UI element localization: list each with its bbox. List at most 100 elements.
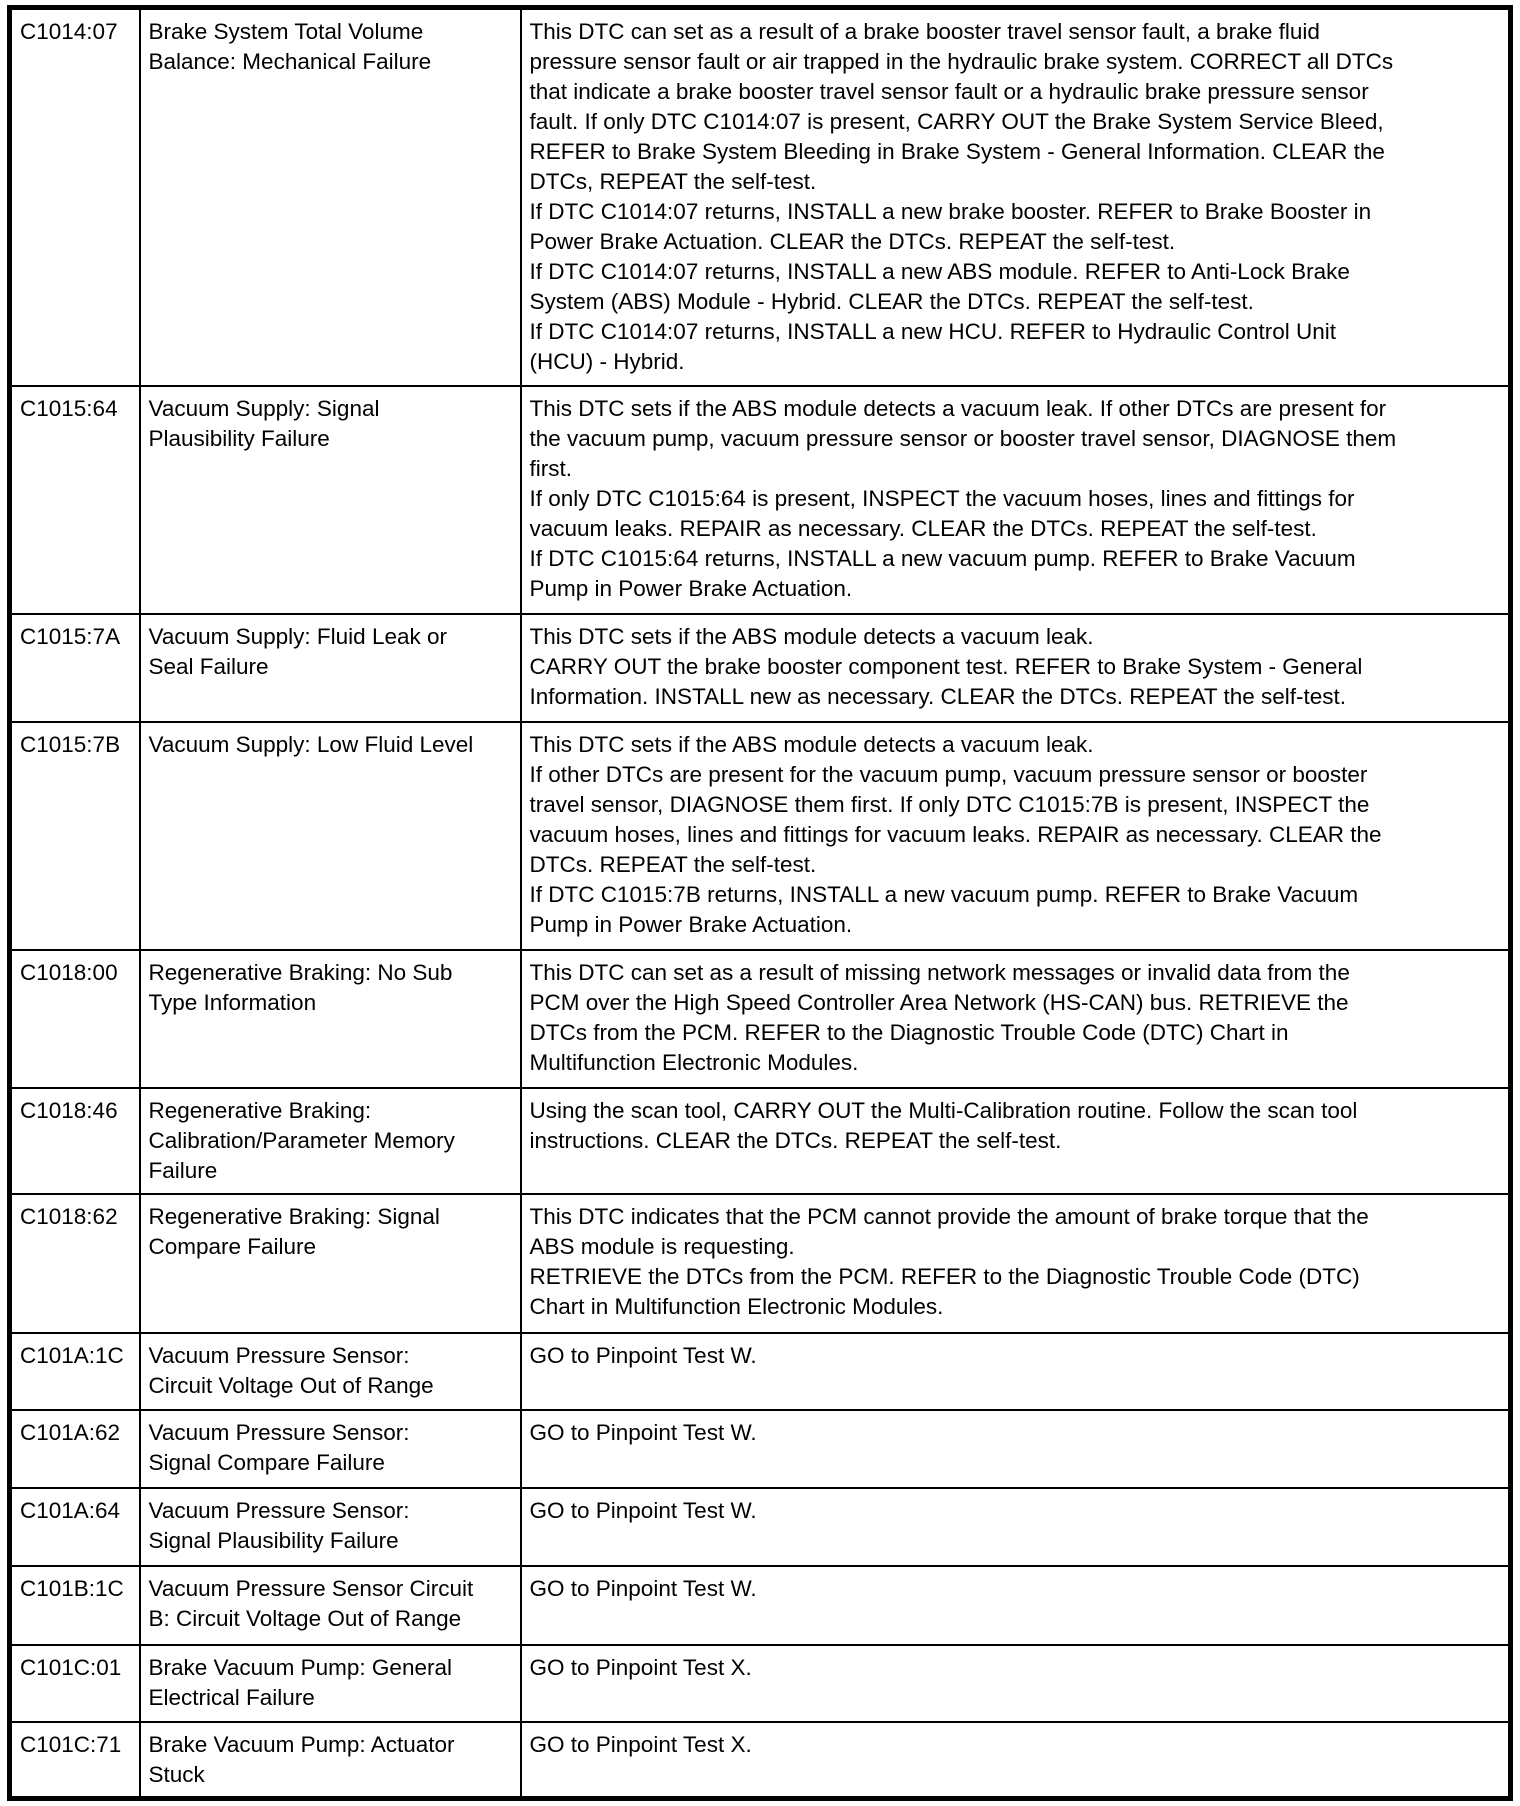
dtc-description-line: Plausibility Failure	[148, 425, 330, 451]
dtc-code: C101A:62	[8, 1408, 141, 1489]
dtc-action-line: first.	[529, 455, 573, 481]
dtc-action-line: If only DTC C1015:64 is present, INSPECT…	[529, 485, 1355, 511]
dtc-description-line: Brake Vacuum Pump: Actuator	[148, 1731, 455, 1757]
dtc-action-line: GO to Pinpoint Test W.	[529, 1342, 757, 1368]
table-row: C101A:64 Vacuum Pressure Sensor: Signal Pl…	[8, 1486, 1512, 1567]
dtc-description-line: Brake System Total Volume	[148, 19, 424, 44]
dtc-action-line: This DTC sets if the ABS module detects …	[529, 395, 1387, 421]
dtc-action: This DTC indicates that the PCM cannot p…	[519, 1192, 1512, 1334]
dtc-code: C101A:64	[8, 1486, 141, 1567]
dtc-action-line: ABS module is requesting.	[529, 1233, 795, 1259]
dtc-description-line: Signal Plausibility Failure	[148, 1527, 399, 1553]
dtc-description: Regenerative Braking: No Sub Type Informa…	[138, 948, 522, 1089]
dtc-action-line: Chart in Multifunction Electronic Module…	[529, 1293, 944, 1319]
dtc-action-line: DTCs from the PCM. REFER to the Diagnost…	[529, 1019, 1289, 1045]
dtc-description-line: Compare Failure	[148, 1233, 317, 1259]
dtc-action: This DTC sets if the ABS module detects …	[519, 612, 1512, 723]
dtc-description: Brake System Total Volume Balance: Mechan…	[138, 6, 522, 387]
dtc-action-line: Pump in Power Brake Actuation.	[529, 911, 853, 937]
dtc-description-line: Calibration/Parameter Memory	[148, 1127, 455, 1153]
dtc-action: This DTC sets if the ABS module detects …	[519, 720, 1512, 951]
dtc-table-body: C1014:07 Brake System Total Volume Balance…	[8, 6, 1512, 1800]
table-row: C1015:7A Vacuum Supply: Fluid Leak or Seal…	[8, 612, 1512, 723]
dtc-action-line: (HCU) - Hybrid.	[529, 349, 685, 374]
dtc-code: C1018:00	[8, 948, 141, 1089]
dtc-action-line: vacuum hoses, lines and fittings for vac…	[529, 821, 1382, 847]
dtc-action-line: Power Brake Actuation. CLEAR the DTCs. R…	[529, 229, 1176, 254]
dtc-description-line: Circuit Voltage Out of Range	[148, 1372, 434, 1398]
dtc-description-line: Regenerative Braking: Signal	[148, 1203, 440, 1229]
dtc-description-line: Vacuum Pressure Sensor:	[148, 1419, 410, 1445]
dtc-action-line: If DTC C1014:07 returns, INSTALL a new b…	[529, 199, 1372, 224]
dtc-action-line: Using the scan tool, CARRY OUT the Multi…	[529, 1097, 1358, 1123]
dtc-action-line: If DTC C1015:7B returns, INSTALL a new v…	[529, 881, 1359, 907]
dtc-description-line: Stuck	[148, 1761, 205, 1787]
dtc-description: Vacuum Pressure Sensor: Signal Compare Fa…	[138, 1408, 522, 1489]
dtc-action-line: System (ABS) Module - Hybrid. CLEAR the …	[529, 289, 1254, 314]
dtc-action: GO to Pinpoint Test X.	[519, 1643, 1512, 1723]
dtc-description-line: Vacuum Supply: Fluid Leak or	[148, 623, 448, 649]
dtc-description-line: B: Circuit Voltage Out of Range	[148, 1605, 462, 1631]
dtc-description: Vacuum Supply: Signal Plausibility Failur…	[138, 384, 522, 615]
dtc-code: C1015:7B	[8, 720, 141, 951]
dtc-code: C101C:71	[8, 1720, 141, 1800]
dtc-action: GO to Pinpoint Test W.	[519, 1564, 1512, 1646]
dtc-description-line: Vacuum Pressure Sensor:	[148, 1342, 410, 1368]
dtc-description: Brake Vacuum Pump: Actuator Stuck	[138, 1720, 522, 1800]
dtc-description: Regenerative Braking: Calibration/Paramet…	[138, 1086, 522, 1195]
dtc-action: This DTC sets if the ABS module detects …	[519, 384, 1512, 615]
dtc-description: Vacuum Pressure Sensor Circuit B: Circuit…	[138, 1564, 522, 1646]
dtc-description-line: Failure	[148, 1157, 218, 1183]
dtc-description-line: Seal Failure	[148, 653, 269, 679]
dtc-action-line: vacuum leaks. REPAIR as necessary. CLEAR…	[529, 515, 1317, 541]
dtc-description-line: Vacuum Supply: Signal	[148, 395, 380, 421]
table-row: C1018:62 Regenerative Braking: Signal Comp…	[8, 1192, 1512, 1334]
table-row: C101C:01 Brake Vacuum Pump: General Electr…	[8, 1643, 1512, 1723]
dtc-action: GO to Pinpoint Test X.	[519, 1720, 1512, 1800]
dtc-action-line: CARRY OUT the brake booster component te…	[529, 653, 1363, 679]
dtc-action-line: GO to Pinpoint Test X.	[529, 1731, 752, 1757]
dtc-description-line: Brake Vacuum Pump: General	[148, 1654, 452, 1680]
table-row: C1018:46 Regenerative Braking: Calibration…	[8, 1086, 1512, 1195]
dtc-description-line: Regenerative Braking:	[148, 1097, 372, 1123]
dtc-action: GO to Pinpoint Test W.	[519, 1408, 1512, 1489]
dtc-action: GO to Pinpoint Test W.	[519, 1486, 1512, 1567]
dtc-description-line: Vacuum Supply: Low Fluid Level	[148, 731, 474, 757]
dtc-action-line: REFER to Brake System Bleeding in Brake …	[529, 139, 1385, 164]
dtc-action-line: DTCs. REPEAT the self-test.	[529, 851, 817, 877]
dtc-code: C101C:01	[8, 1643, 141, 1723]
dtc-code: C1014:07	[8, 6, 141, 387]
dtc-action-line: Information. INSTALL new as necessary. C…	[529, 683, 1347, 709]
dtc-action-line: the vacuum pump, vacuum pressure sensor …	[529, 425, 1397, 451]
dtc-description-line: Vacuum Pressure Sensor Circuit	[148, 1575, 474, 1601]
dtc-code: C1015:7A	[8, 612, 141, 723]
dtc-action: This DTC can set as a result of a brake …	[519, 6, 1512, 387]
table-row: C101C:71 Brake Vacuum Pump: Actuator Stuck…	[8, 1720, 1512, 1800]
dtc-action-line: If other DTCs are present for the vacuum…	[529, 761, 1368, 787]
dtc-code: C1018:62	[8, 1192, 141, 1334]
dtc-action-line: This DTC indicates that the PCM cannot p…	[529, 1203, 1369, 1229]
dtc-action-line: This DTC sets if the ABS module detects …	[529, 731, 1094, 757]
dtc-action-line: instructions. CLEAR the DTCs. REPEAT the…	[529, 1127, 1062, 1153]
dtc-action-line: This DTC can set as a result of a brake …	[529, 19, 1320, 44]
dtc-action-line: Pump in Power Brake Actuation.	[529, 575, 853, 601]
dtc-action: GO to Pinpoint Test W.	[519, 1331, 1512, 1411]
dtc-description: Vacuum Supply: Fluid Leak or Seal Failure	[138, 612, 522, 723]
dtc-description-line: Type Information	[148, 989, 317, 1015]
dtc-description-line: Signal Compare Failure	[148, 1449, 385, 1475]
dtc-action-line: pressure sensor fault or air trapped in …	[529, 49, 1394, 74]
dtc-description-line: Electrical Failure	[148, 1684, 315, 1710]
dtc-description: Regenerative Braking: Signal Compare Fail…	[138, 1192, 522, 1334]
dtc-description-line: Balance: Mechanical Failure	[148, 49, 432, 74]
table-row: C1018:00 Regenerative Braking: No Sub Type…	[8, 948, 1512, 1089]
dtc-action: This DTC can set as a result of missing …	[519, 948, 1512, 1089]
dtc-code: C101A:1C	[8, 1331, 141, 1411]
table-row: C1015:64 Vacuum Supply: Signal Plausibilit…	[8, 384, 1512, 615]
dtc-description: Vacuum Pressure Sensor: Signal Plausibili…	[138, 1486, 522, 1567]
dtc-action: Using the scan tool, CARRY OUT the Multi…	[519, 1086, 1512, 1195]
dtc-action-line: This DTC sets if the ABS module detects …	[529, 623, 1094, 649]
dtc-action-line: If DTC C1014:07 returns, INSTALL a new H…	[529, 319, 1337, 344]
table-row: C1014:07 Brake System Total Volume Balance…	[8, 6, 1512, 387]
dtc-action-line: travel sensor, DIAGNOSE them first. If o…	[529, 791, 1370, 817]
dtc-description: Vacuum Supply: Low Fluid Level	[138, 720, 522, 951]
